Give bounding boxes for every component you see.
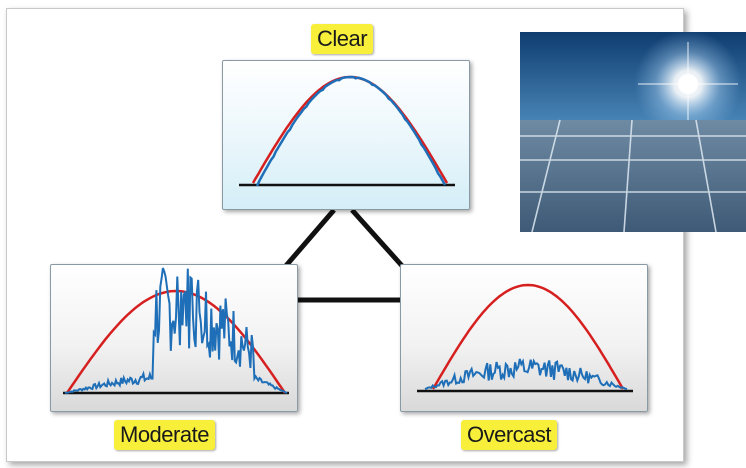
overcast-reference-curve (431, 283, 625, 390)
clear-panel (222, 60, 470, 210)
connector-clear-moderate (282, 208, 336, 270)
clear-reference-curve (251, 75, 449, 184)
clear-measured-curve (255, 75, 447, 187)
clear-label: Clear (311, 24, 374, 54)
connector-clear-overcast (350, 208, 406, 270)
sun-over-solar-panels-image (520, 32, 746, 232)
moderate-label: Moderate (114, 420, 215, 450)
moderate-plot (63, 267, 289, 395)
moderate-panel (50, 264, 298, 412)
overcast-measured-curve (424, 358, 628, 390)
solar-panels (520, 120, 746, 232)
overcast-plot (417, 283, 633, 393)
overcast-panel (400, 264, 648, 412)
moderate-measured-curve (64, 267, 288, 394)
overcast-label: Overcast (461, 420, 558, 450)
clear-plot (239, 75, 455, 187)
solar-panel-photo (520, 32, 746, 232)
